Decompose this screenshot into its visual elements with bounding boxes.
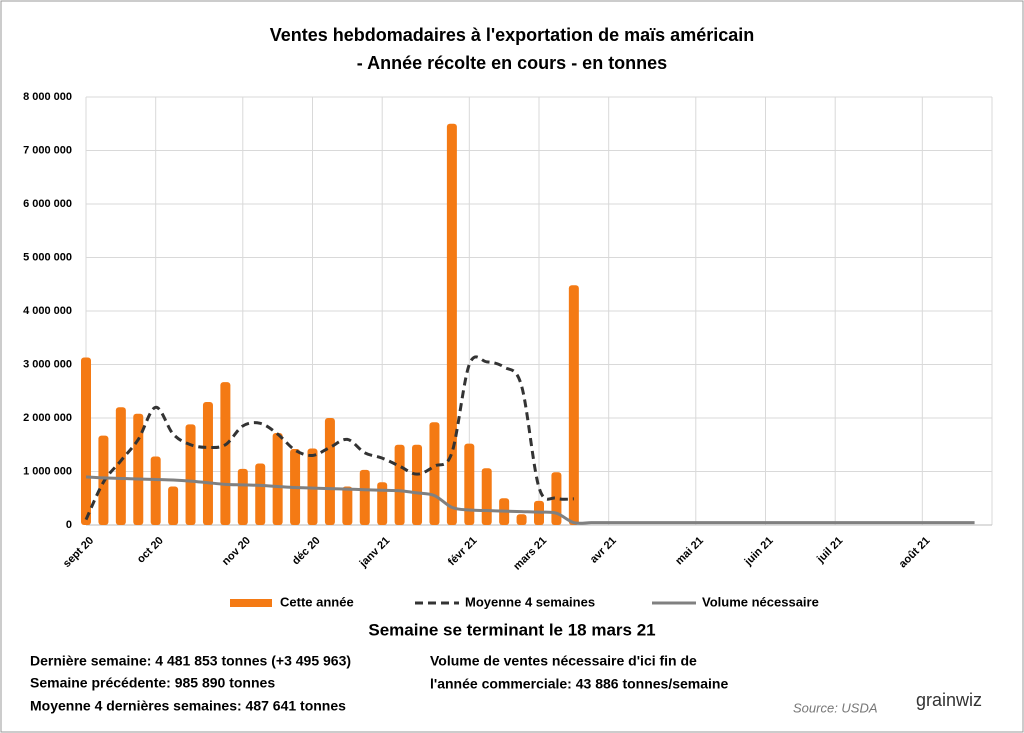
- y-tick-label: 3 000 000: [23, 358, 72, 370]
- line: [84, 355, 574, 521]
- bar: [115, 407, 126, 525]
- bar: [481, 468, 492, 525]
- note: Moyenne 4 dernières semaines: 487 641 to…: [30, 698, 346, 714]
- note: l'année commerciale: 43 886 tonnes/semai…: [430, 676, 728, 692]
- legend-label: Volume nécessaire: [702, 594, 819, 609]
- note: Dernière semaine: 4 481 853 tonnes (+3 4…: [30, 653, 351, 669]
- bar: [377, 482, 388, 525]
- source: Source: USDA: [793, 700, 878, 715]
- bar: [81, 357, 91, 525]
- bar: [342, 486, 353, 525]
- y-tick-label: 8 000 000: [23, 91, 72, 103]
- bar: [202, 401, 213, 525]
- heading: Semaine se terminant le 18 mars 21: [368, 620, 655, 639]
- y-tick-label: 1 000 000: [23, 465, 72, 477]
- y-tick-label: 5 000 000: [23, 251, 72, 263]
- bar: [359, 469, 370, 525]
- bar: [412, 444, 423, 525]
- bar: [429, 422, 440, 525]
- note: Semaine précédente: 985 890 tonnes: [30, 675, 275, 691]
- bar: [220, 382, 231, 525]
- y-tick-label: 4 000 000: [23, 305, 72, 317]
- chart-title: Ventes hebdomadaires à l'exportation de …: [270, 25, 754, 45]
- bar: [324, 418, 335, 525]
- bar: [568, 285, 579, 525]
- legend-label: Cette année: [280, 594, 354, 609]
- line: [85, 475, 975, 525]
- note: Volume de ventes nécessaire d'ici fin de: [430, 653, 697, 669]
- y-tick-label: 7 000 000: [23, 144, 72, 156]
- y-tick-label: 6 000 000: [23, 198, 72, 210]
- y-tick-label: 0: [66, 519, 72, 531]
- bar: [185, 424, 196, 525]
- bar: [237, 468, 248, 525]
- bar: [272, 432, 283, 525]
- bar: [168, 486, 179, 525]
- y-tick-label: 2 000 000: [23, 412, 72, 424]
- chart-subtitle: - Année récolte en cours - en tonnes: [357, 53, 667, 73]
- logo: grainwiz: [916, 690, 982, 710]
- bar: [516, 514, 527, 525]
- bar: [150, 456, 161, 525]
- bar: [394, 444, 405, 525]
- legend-label: Moyenne 4 semaines: [465, 594, 595, 609]
- bar: [446, 123, 457, 525]
- bar: [255, 463, 266, 525]
- bar: [464, 443, 475, 525]
